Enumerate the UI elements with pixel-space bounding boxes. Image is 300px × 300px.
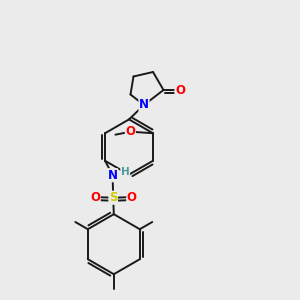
Text: O: O (175, 83, 185, 97)
Text: O: O (125, 125, 135, 138)
Text: N: N (108, 169, 118, 182)
Text: S: S (109, 191, 117, 204)
Text: O: O (127, 190, 137, 204)
Text: N: N (139, 98, 149, 112)
Text: H: H (121, 167, 130, 177)
Text: O: O (90, 190, 100, 204)
